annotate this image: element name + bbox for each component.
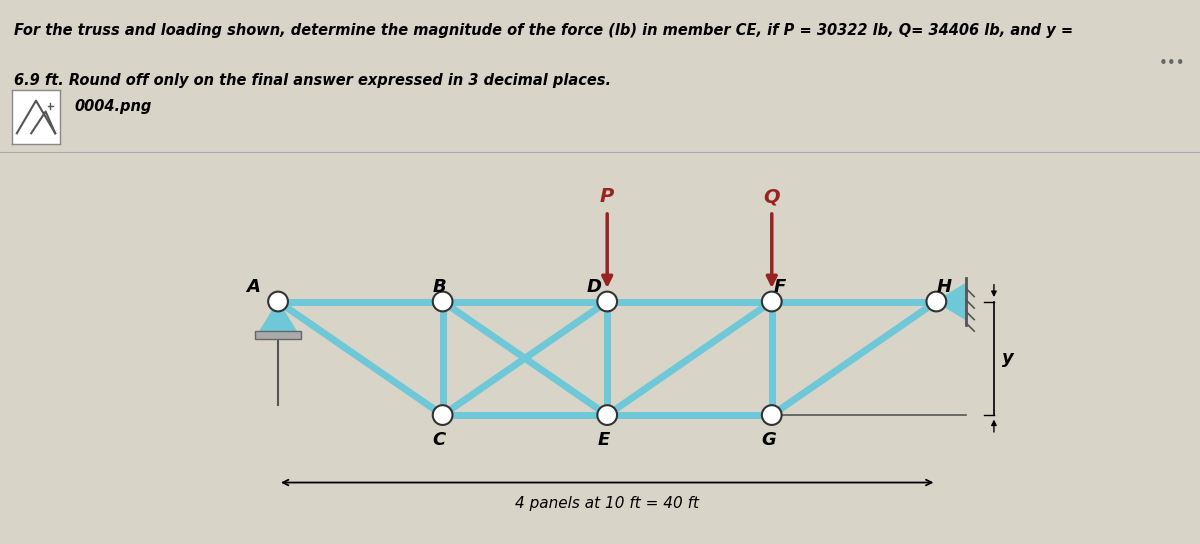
Polygon shape bbox=[260, 301, 296, 331]
Circle shape bbox=[433, 405, 452, 425]
Text: P: P bbox=[600, 187, 614, 206]
Text: 6.9 ft. Round off only on the final answer expressed in 3 decimal places.: 6.9 ft. Round off only on the final answ… bbox=[14, 73, 612, 88]
Circle shape bbox=[598, 292, 617, 311]
Text: A: A bbox=[246, 277, 260, 296]
Text: E: E bbox=[598, 431, 610, 449]
Circle shape bbox=[598, 405, 617, 425]
Text: F: F bbox=[774, 277, 786, 296]
Circle shape bbox=[762, 405, 781, 425]
Text: y: y bbox=[1002, 349, 1014, 367]
Text: C: C bbox=[433, 431, 446, 449]
Circle shape bbox=[268, 292, 288, 311]
Text: B: B bbox=[432, 277, 446, 296]
Text: Q: Q bbox=[763, 187, 780, 206]
Circle shape bbox=[926, 292, 947, 311]
Text: •••: ••• bbox=[1159, 57, 1186, 71]
Text: For the truss and loading shown, determine the magnitude of the force (lb) in me: For the truss and loading shown, determi… bbox=[14, 23, 1074, 38]
Circle shape bbox=[433, 292, 452, 311]
Polygon shape bbox=[936, 283, 966, 320]
Text: G: G bbox=[761, 431, 776, 449]
Text: H: H bbox=[937, 277, 952, 296]
Circle shape bbox=[762, 292, 781, 311]
Bar bbox=[256, 331, 301, 339]
Text: D: D bbox=[587, 277, 601, 296]
Text: 4 panels at 10 ft = 40 ft: 4 panels at 10 ft = 40 ft bbox=[515, 496, 700, 511]
Text: 0004.png: 0004.png bbox=[74, 99, 151, 114]
